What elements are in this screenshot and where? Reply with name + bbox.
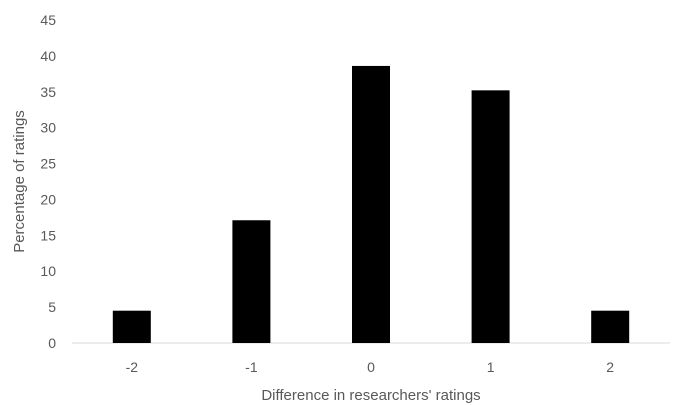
y-tick-label: 20 — [40, 191, 56, 207]
x-tick-label: 1 — [487, 359, 495, 375]
bar--1 — [232, 220, 271, 343]
y-tick-label: 30 — [40, 120, 56, 136]
bar-2 — [591, 310, 630, 343]
bar-1 — [471, 90, 510, 343]
y-tick-label: 35 — [40, 84, 56, 100]
x-axis-tick-labels: -2 -1 0 1 2 — [126, 359, 615, 375]
y-axis-title: Percentage of ratings — [11, 110, 28, 253]
x-tick-label: 0 — [367, 359, 375, 375]
y-tick-label: 5 — [48, 299, 56, 315]
y-tick-label: 45 — [40, 12, 56, 28]
y-axis-tick-labels: 0 5 10 15 20 25 30 35 40 45 — [40, 12, 56, 351]
y-tick-label: 15 — [40, 227, 56, 243]
bars — [112, 65, 630, 343]
y-tick-label: 0 — [48, 335, 56, 351]
x-axis-title: Difference in researchers' ratings — [261, 387, 480, 404]
x-tick-label: 2 — [606, 359, 614, 375]
y-tick-label: 10 — [40, 263, 56, 279]
x-tick-label: -2 — [126, 359, 139, 375]
bar--2 — [112, 310, 151, 343]
bar-0 — [352, 65, 390, 343]
y-tick-label: 40 — [40, 48, 56, 64]
y-tick-label: 25 — [40, 156, 56, 172]
x-tick-label: -1 — [245, 359, 258, 375]
